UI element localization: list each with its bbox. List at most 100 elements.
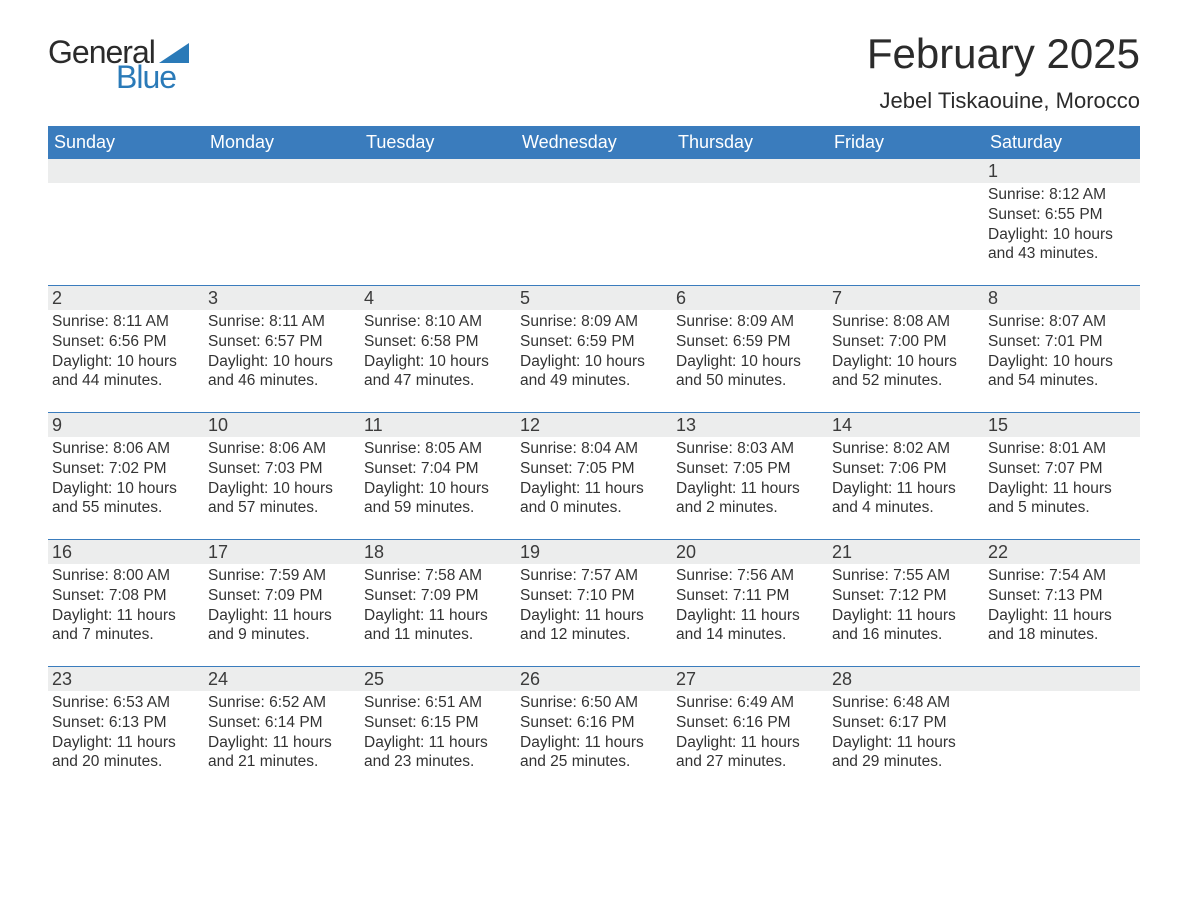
sunset-line: Sunset: 7:07 PM (988, 459, 1132, 479)
sunrise-line: Sunrise: 6:53 AM (52, 693, 196, 713)
daylight-line: Daylight: 11 hours and 7 minutes. (52, 606, 196, 646)
sunrise-line: Sunrise: 7:58 AM (364, 566, 508, 586)
daylight-line: Daylight: 10 hours and 44 minutes. (52, 352, 196, 392)
day-details: Sunrise: 7:59 AMSunset: 7:09 PMDaylight:… (208, 564, 352, 645)
sunset-line: Sunset: 7:00 PM (832, 332, 976, 352)
day-cell-3: 3Sunrise: 8:11 AMSunset: 6:57 PMDaylight… (204, 286, 360, 412)
day-details: Sunrise: 8:01 AMSunset: 7:07 PMDaylight:… (988, 437, 1132, 518)
sunset-line: Sunset: 6:59 PM (676, 332, 820, 352)
weekday-saturday: Saturday (984, 126, 1140, 159)
day-number: 4 (360, 286, 516, 310)
day-number: 26 (516, 667, 672, 691)
daylight-line: Daylight: 10 hours and 46 minutes. (208, 352, 352, 392)
day-details: Sunrise: 8:06 AMSunset: 7:03 PMDaylight:… (208, 437, 352, 518)
sunset-line: Sunset: 7:01 PM (988, 332, 1132, 352)
day-details: Sunrise: 6:48 AMSunset: 6:17 PMDaylight:… (832, 691, 976, 772)
day-number: 20 (672, 540, 828, 564)
weekday-tuesday: Tuesday (360, 126, 516, 159)
day-cell-8: 8Sunrise: 8:07 AMSunset: 7:01 PMDaylight… (984, 286, 1140, 412)
day-cell-2: 2Sunrise: 8:11 AMSunset: 6:56 PMDaylight… (48, 286, 204, 412)
day-number: 11 (360, 413, 516, 437)
day-cell-empty (204, 159, 360, 285)
day-number (48, 159, 204, 183)
daylight-line: Daylight: 10 hours and 59 minutes. (364, 479, 508, 519)
week-row: 9Sunrise: 8:06 AMSunset: 7:02 PMDaylight… (48, 412, 1140, 539)
day-details: Sunrise: 7:57 AMSunset: 7:10 PMDaylight:… (520, 564, 664, 645)
daylight-line: Daylight: 11 hours and 11 minutes. (364, 606, 508, 646)
day-cell-21: 21Sunrise: 7:55 AMSunset: 7:12 PMDayligh… (828, 540, 984, 666)
day-number (204, 159, 360, 183)
day-cell-empty (48, 159, 204, 285)
day-details: Sunrise: 7:56 AMSunset: 7:11 PMDaylight:… (676, 564, 820, 645)
sunset-line: Sunset: 6:56 PM (52, 332, 196, 352)
logo: General Blue (48, 30, 189, 96)
day-number: 13 (672, 413, 828, 437)
daylight-line: Daylight: 11 hours and 20 minutes. (52, 733, 196, 773)
day-number: 19 (516, 540, 672, 564)
weekday-monday: Monday (204, 126, 360, 159)
day-number (360, 159, 516, 183)
day-number: 23 (48, 667, 204, 691)
day-number: 10 (204, 413, 360, 437)
daylight-line: Daylight: 11 hours and 0 minutes. (520, 479, 664, 519)
day-details: Sunrise: 8:09 AMSunset: 6:59 PMDaylight:… (520, 310, 664, 391)
sunrise-line: Sunrise: 6:49 AM (676, 693, 820, 713)
day-number: 18 (360, 540, 516, 564)
day-cell-12: 12Sunrise: 8:04 AMSunset: 7:05 PMDayligh… (516, 413, 672, 539)
day-details: Sunrise: 8:12 AMSunset: 6:55 PMDaylight:… (988, 183, 1132, 264)
day-details: Sunrise: 8:00 AMSunset: 7:08 PMDaylight:… (52, 564, 196, 645)
sunrise-line: Sunrise: 7:56 AM (676, 566, 820, 586)
sunrise-line: Sunrise: 8:03 AM (676, 439, 820, 459)
day-cell-6: 6Sunrise: 8:09 AMSunset: 6:59 PMDaylight… (672, 286, 828, 412)
day-details: Sunrise: 8:04 AMSunset: 7:05 PMDaylight:… (520, 437, 664, 518)
daylight-line: Daylight: 11 hours and 5 minutes. (988, 479, 1132, 519)
daylight-line: Daylight: 11 hours and 4 minutes. (832, 479, 976, 519)
daylight-line: Daylight: 11 hours and 25 minutes. (520, 733, 664, 773)
day-cell-27: 27Sunrise: 6:49 AMSunset: 6:16 PMDayligh… (672, 667, 828, 793)
day-cell-18: 18Sunrise: 7:58 AMSunset: 7:09 PMDayligh… (360, 540, 516, 666)
sunset-line: Sunset: 7:04 PM (364, 459, 508, 479)
sunset-line: Sunset: 6:13 PM (52, 713, 196, 733)
day-number: 27 (672, 667, 828, 691)
sunset-line: Sunset: 7:08 PM (52, 586, 196, 606)
day-number: 16 (48, 540, 204, 564)
day-cell-28: 28Sunrise: 6:48 AMSunset: 6:17 PMDayligh… (828, 667, 984, 793)
day-number: 14 (828, 413, 984, 437)
sunset-line: Sunset: 7:13 PM (988, 586, 1132, 606)
week-row: 2Sunrise: 8:11 AMSunset: 6:56 PMDaylight… (48, 285, 1140, 412)
day-cell-empty (828, 159, 984, 285)
day-cell-17: 17Sunrise: 7:59 AMSunset: 7:09 PMDayligh… (204, 540, 360, 666)
week-row: 23Sunrise: 6:53 AMSunset: 6:13 PMDayligh… (48, 666, 1140, 793)
month-title: February 2025 (867, 30, 1140, 78)
sunrise-line: Sunrise: 7:55 AM (832, 566, 976, 586)
daylight-line: Daylight: 11 hours and 9 minutes. (208, 606, 352, 646)
day-cell-23: 23Sunrise: 6:53 AMSunset: 6:13 PMDayligh… (48, 667, 204, 793)
day-cell-24: 24Sunrise: 6:52 AMSunset: 6:14 PMDayligh… (204, 667, 360, 793)
day-details: Sunrise: 8:11 AMSunset: 6:57 PMDaylight:… (208, 310, 352, 391)
sunset-line: Sunset: 6:59 PM (520, 332, 664, 352)
sunset-line: Sunset: 6:17 PM (832, 713, 976, 733)
daylight-line: Daylight: 11 hours and 21 minutes. (208, 733, 352, 773)
day-details: Sunrise: 6:52 AMSunset: 6:14 PMDaylight:… (208, 691, 352, 772)
day-details: Sunrise: 8:09 AMSunset: 6:59 PMDaylight:… (676, 310, 820, 391)
sunrise-line: Sunrise: 8:10 AM (364, 312, 508, 332)
sunset-line: Sunset: 7:12 PM (832, 586, 976, 606)
daylight-line: Daylight: 10 hours and 50 minutes. (676, 352, 820, 392)
sunrise-line: Sunrise: 7:57 AM (520, 566, 664, 586)
sunset-line: Sunset: 7:02 PM (52, 459, 196, 479)
day-cell-10: 10Sunrise: 8:06 AMSunset: 7:03 PMDayligh… (204, 413, 360, 539)
day-details: Sunrise: 6:53 AMSunset: 6:13 PMDaylight:… (52, 691, 196, 772)
day-cell-empty (360, 159, 516, 285)
daylight-line: Daylight: 10 hours and 47 minutes. (364, 352, 508, 392)
weekday-wednesday: Wednesday (516, 126, 672, 159)
sunset-line: Sunset: 7:03 PM (208, 459, 352, 479)
sunset-line: Sunset: 7:05 PM (676, 459, 820, 479)
sunrise-line: Sunrise: 8:00 AM (52, 566, 196, 586)
day-number (828, 159, 984, 183)
sunrise-line: Sunrise: 8:09 AM (676, 312, 820, 332)
day-details: Sunrise: 8:07 AMSunset: 7:01 PMDaylight:… (988, 310, 1132, 391)
daylight-line: Daylight: 10 hours and 43 minutes. (988, 225, 1132, 265)
daylight-line: Daylight: 10 hours and 54 minutes. (988, 352, 1132, 392)
day-details: Sunrise: 7:58 AMSunset: 7:09 PMDaylight:… (364, 564, 508, 645)
day-number: 21 (828, 540, 984, 564)
